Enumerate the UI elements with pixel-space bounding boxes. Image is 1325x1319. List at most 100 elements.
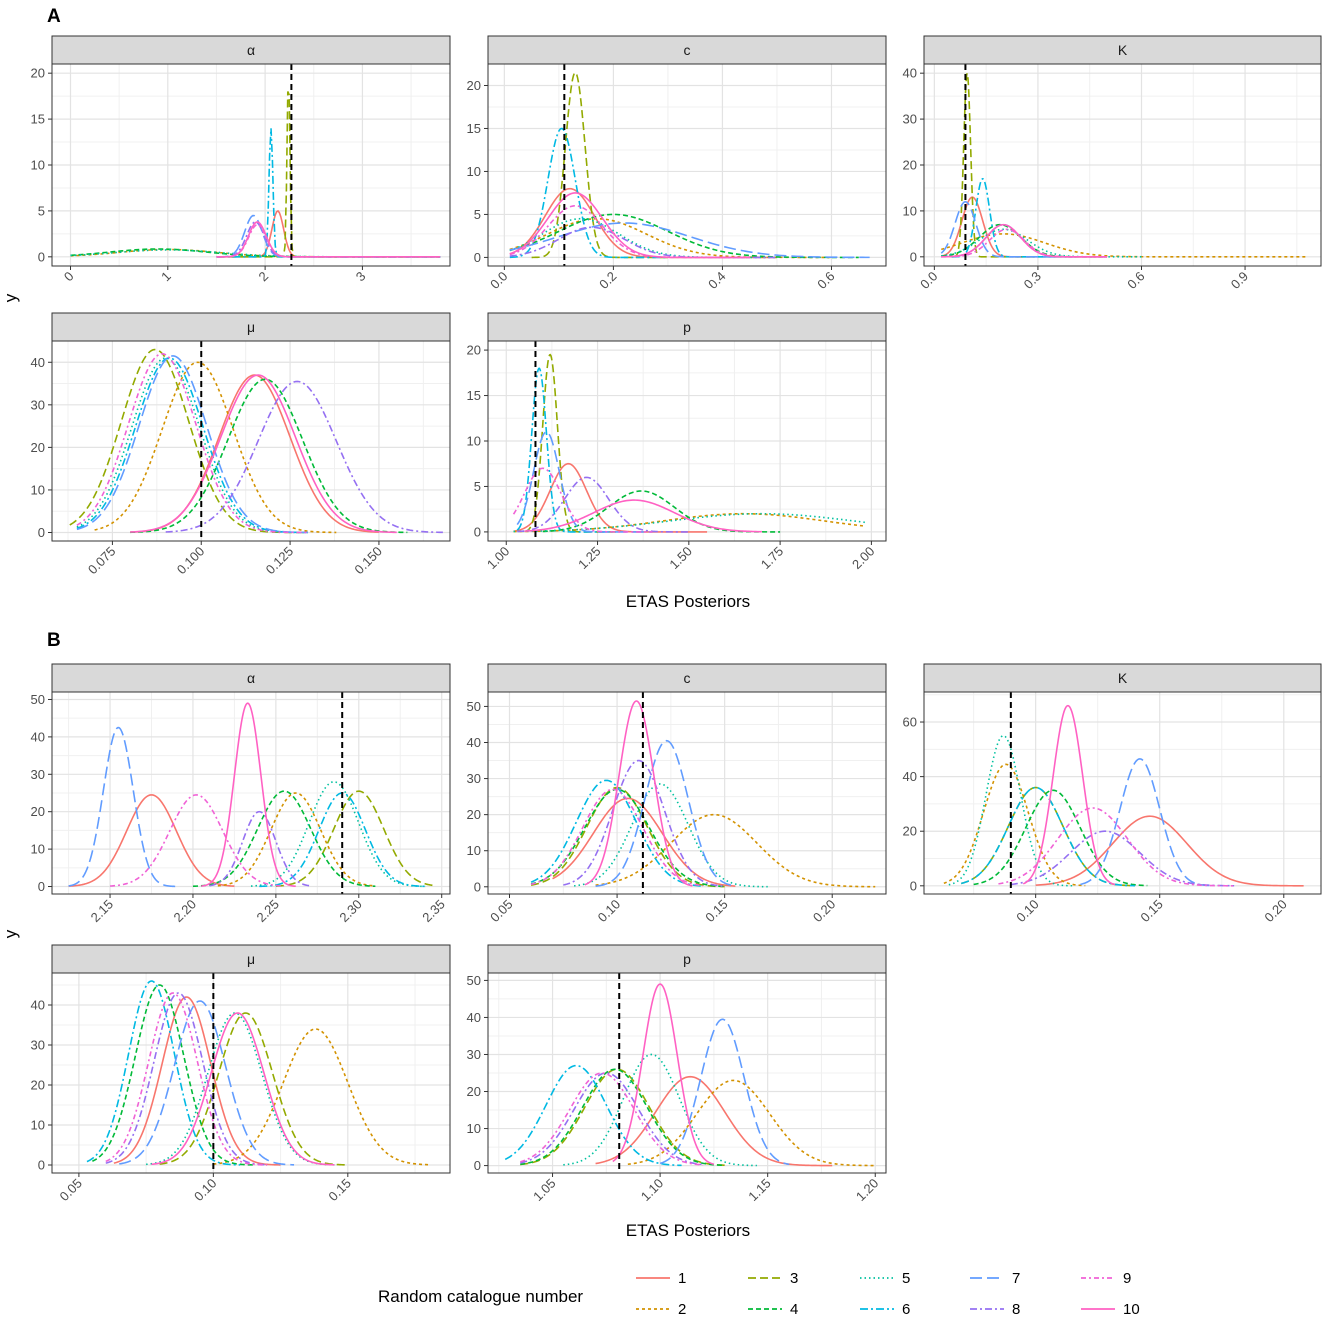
y-axis-title-b: y <box>1 929 20 938</box>
facet-strip <box>923 663 1322 693</box>
legend-label: 10 <box>1123 1301 1140 1318</box>
x-tick-label: 0.4 <box>705 269 728 292</box>
series-line-3 <box>159 1012 348 1166</box>
x-tick-label: 0.10 <box>1013 897 1042 926</box>
y-tick-label: 0 <box>474 524 481 539</box>
series-line-10 <box>130 374 397 534</box>
series-line-7 <box>76 355 308 534</box>
facet-strip-label: α <box>247 42 255 58</box>
legend-label: 4 <box>790 1301 798 1318</box>
y-tick-label: 20 <box>31 1078 45 1093</box>
x-tick-label: 2.25 <box>253 897 282 926</box>
series-line-10 <box>216 221 441 258</box>
series-line-8 <box>563 759 725 888</box>
y-tick-label: 20 <box>467 807 481 822</box>
series-line-2 <box>94 361 337 534</box>
facet-strip-label: p <box>683 951 691 967</box>
series-line-1 <box>595 1075 833 1167</box>
series-line-3 <box>520 1068 725 1167</box>
series-line-10 <box>151 1012 335 1166</box>
y-tick-label: 20 <box>31 440 45 455</box>
facet-b-10: p 1.05 1.10 1.15 1.20 0 10 20 30 40 50 <box>467 944 887 1205</box>
facet-a-4: μ 0.075 0.100 0.125 0.150 0 10 20 30 40 <box>31 312 451 578</box>
series-line-6 <box>530 779 704 887</box>
y-tick-label: 20 <box>31 66 45 81</box>
x-tick-label: 1.20 <box>853 1176 882 1205</box>
legend-label: 2 <box>678 1301 686 1318</box>
legend-item-6: 6 <box>860 1301 910 1318</box>
series-group <box>943 704 1304 887</box>
series-line-3 <box>69 348 308 534</box>
legend-label: 1 <box>678 1270 686 1287</box>
x-tick-label: 0.6 <box>1124 269 1147 292</box>
series-line-8 <box>517 476 689 533</box>
facet-strip <box>487 663 887 693</box>
series-line-4 <box>130 378 408 534</box>
plot-border <box>51 691 451 895</box>
y-tick-label: 20 <box>31 804 45 819</box>
series-line-9 <box>76 352 308 534</box>
series-line-2 <box>217 792 376 887</box>
plot-background <box>52 341 450 541</box>
series-line-4 <box>92 984 254 1166</box>
series-line-1 <box>552 797 736 887</box>
facet-strip-label: μ <box>247 319 255 335</box>
series-line-7 <box>68 726 177 888</box>
legend-item-2: 2 <box>636 1301 686 1318</box>
y-tick-label: 15 <box>31 112 45 127</box>
facet-strip-label: K <box>1118 670 1128 686</box>
facet-b-7: c 0.05 0.10 0.15 0.20 0 10 20 30 40 50 <box>467 663 887 925</box>
series-line-5 <box>573 783 768 888</box>
y-tick-label: 10 <box>31 842 45 857</box>
y-tick-label: 5 <box>474 479 481 494</box>
legend-item-1: 1 <box>636 1270 686 1287</box>
facet-a-2: c 0.0 0.2 0.4 0.6 0 5 10 15 20 <box>467 35 887 292</box>
plot-border <box>923 63 1322 267</box>
y-tick-label: 20 <box>903 158 917 173</box>
legend-label: 9 <box>1123 1270 1131 1287</box>
series-line-5 <box>941 228 1142 258</box>
plot-border <box>487 691 887 895</box>
facet-strip <box>923 35 1322 65</box>
y-tick-label: 30 <box>467 1047 481 1062</box>
series-line-8 <box>520 1072 704 1166</box>
series-group <box>68 702 434 888</box>
facet-b-9: μ 0.05 0.10 0.15 0 10 20 30 40 <box>31 944 451 1204</box>
x-tick-label: 2.35 <box>419 897 448 926</box>
facet-strip <box>51 944 451 974</box>
plot-border <box>51 63 451 267</box>
series-line-6 <box>516 367 616 533</box>
x-tick-label: 0.15 <box>1137 897 1166 926</box>
y-tick-label: 40 <box>903 66 917 81</box>
y-tick-label: 10 <box>467 434 481 449</box>
y-tick-label: 0 <box>474 250 481 265</box>
series-line-6 <box>504 1064 682 1167</box>
x-tick-label: 1.05 <box>530 1176 559 1205</box>
legend-item-8: 8 <box>970 1301 1020 1318</box>
series-line-9 <box>520 1072 704 1166</box>
facet-strip-label: c <box>684 42 691 58</box>
series-group <box>70 91 441 258</box>
x-tick-label: 1.75 <box>758 544 787 573</box>
facet-strip-label: K <box>1118 42 1128 58</box>
series-group <box>86 980 429 1166</box>
plot-border <box>51 972 451 1174</box>
series-line-4 <box>973 789 1148 887</box>
x-tick-label: 1.25 <box>575 544 604 573</box>
series-line-10 <box>612 983 715 1165</box>
series-line-10 <box>524 499 762 533</box>
plot-border <box>487 340 887 542</box>
series-line-1 <box>1035 815 1304 887</box>
y-tick-label: 50 <box>31 692 45 707</box>
x-tick-label: 0.150 <box>351 544 385 578</box>
legend-item-5: 5 <box>860 1270 910 1287</box>
series-line-3 <box>275 790 434 887</box>
series-line-10 <box>509 192 750 259</box>
legend-label: 3 <box>790 1270 798 1287</box>
y-tick-label: 0 <box>38 879 45 894</box>
y-tick-label: 10 <box>467 1121 481 1136</box>
y-tick-label: 20 <box>903 824 917 839</box>
series-line-8 <box>209 810 310 887</box>
y-tick-label: 0 <box>38 1158 45 1173</box>
